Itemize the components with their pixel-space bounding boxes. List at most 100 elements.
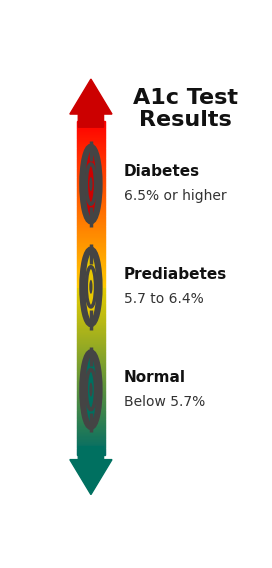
Bar bbox=[77, 345, 105, 346]
Bar bbox=[77, 356, 105, 357]
Bar bbox=[77, 415, 105, 416]
Bar bbox=[77, 316, 105, 317]
Bar bbox=[77, 195, 105, 197]
Bar bbox=[77, 268, 105, 269]
Bar bbox=[77, 147, 105, 148]
Bar bbox=[77, 396, 105, 397]
Bar bbox=[77, 128, 105, 130]
Bar bbox=[77, 197, 105, 198]
Bar bbox=[77, 282, 105, 283]
Bar bbox=[77, 308, 105, 309]
Bar bbox=[77, 413, 105, 414]
Bar bbox=[77, 171, 105, 172]
Bar bbox=[77, 392, 105, 394]
Bar bbox=[77, 338, 105, 339]
Bar bbox=[77, 140, 105, 141]
Bar bbox=[77, 346, 105, 347]
Bar bbox=[77, 298, 105, 299]
Bar bbox=[77, 389, 105, 390]
Bar bbox=[77, 429, 105, 431]
Bar bbox=[77, 443, 105, 444]
Bar bbox=[77, 335, 105, 336]
Bar bbox=[77, 254, 105, 256]
Bar bbox=[77, 230, 105, 231]
Bar bbox=[77, 424, 105, 425]
Bar bbox=[77, 177, 105, 178]
Ellipse shape bbox=[89, 280, 92, 294]
Bar bbox=[77, 400, 105, 402]
Bar bbox=[77, 364, 105, 365]
Bar bbox=[77, 303, 105, 304]
Bar bbox=[77, 245, 105, 247]
Bar bbox=[77, 391, 105, 392]
Bar bbox=[77, 152, 105, 153]
Bar bbox=[77, 232, 105, 233]
Bar bbox=[77, 275, 105, 277]
Bar bbox=[77, 300, 105, 301]
Bar bbox=[77, 163, 105, 164]
Bar bbox=[77, 216, 105, 218]
Bar bbox=[77, 123, 105, 124]
Bar bbox=[77, 402, 105, 403]
Bar bbox=[77, 206, 105, 207]
Ellipse shape bbox=[86, 267, 95, 307]
Text: Normal: Normal bbox=[123, 370, 186, 385]
Bar bbox=[77, 247, 105, 248]
Bar bbox=[77, 321, 105, 323]
Ellipse shape bbox=[89, 177, 92, 191]
Bar bbox=[77, 420, 105, 421]
Bar bbox=[77, 153, 105, 154]
Text: Prediabetes: Prediabetes bbox=[123, 267, 227, 282]
Bar bbox=[77, 426, 105, 427]
Bar bbox=[77, 204, 105, 206]
Bar bbox=[77, 294, 105, 295]
Bar bbox=[77, 208, 105, 209]
Bar bbox=[77, 360, 105, 361]
Ellipse shape bbox=[89, 383, 92, 396]
Bar bbox=[77, 295, 105, 296]
Bar bbox=[77, 367, 105, 368]
Bar bbox=[77, 433, 105, 434]
Bar bbox=[77, 444, 105, 445]
Bar bbox=[77, 215, 105, 216]
Bar bbox=[77, 347, 105, 348]
Bar bbox=[77, 419, 105, 420]
Bar bbox=[77, 405, 105, 406]
Bar bbox=[77, 394, 105, 395]
Bar bbox=[77, 191, 105, 192]
Bar bbox=[77, 143, 105, 144]
Bar bbox=[77, 172, 105, 173]
Bar bbox=[77, 130, 105, 131]
Bar bbox=[77, 445, 105, 446]
Bar bbox=[77, 306, 105, 307]
Bar bbox=[77, 371, 105, 373]
Text: Below 5.7%: Below 5.7% bbox=[123, 395, 205, 409]
Bar bbox=[77, 384, 105, 385]
Bar bbox=[77, 341, 105, 343]
Bar bbox=[77, 160, 105, 161]
Bar bbox=[77, 266, 105, 267]
Bar bbox=[77, 154, 105, 155]
Bar bbox=[77, 186, 105, 187]
Bar bbox=[77, 168, 105, 169]
Bar bbox=[77, 127, 105, 128]
Bar bbox=[77, 440, 105, 441]
Bar bbox=[77, 131, 105, 132]
Bar bbox=[77, 211, 105, 212]
Bar bbox=[77, 416, 105, 417]
Text: Diabetes: Diabetes bbox=[123, 164, 200, 179]
Bar bbox=[77, 136, 105, 137]
Ellipse shape bbox=[86, 164, 95, 204]
Bar bbox=[77, 158, 105, 160]
Bar bbox=[77, 162, 105, 163]
Bar bbox=[77, 438, 105, 440]
Bar bbox=[77, 225, 105, 227]
Bar bbox=[77, 251, 105, 252]
Bar bbox=[77, 369, 105, 370]
Bar bbox=[77, 333, 105, 335]
Bar bbox=[77, 350, 105, 352]
Bar bbox=[77, 220, 105, 221]
Bar bbox=[77, 243, 105, 244]
Bar bbox=[77, 165, 105, 166]
Bar bbox=[77, 428, 105, 429]
